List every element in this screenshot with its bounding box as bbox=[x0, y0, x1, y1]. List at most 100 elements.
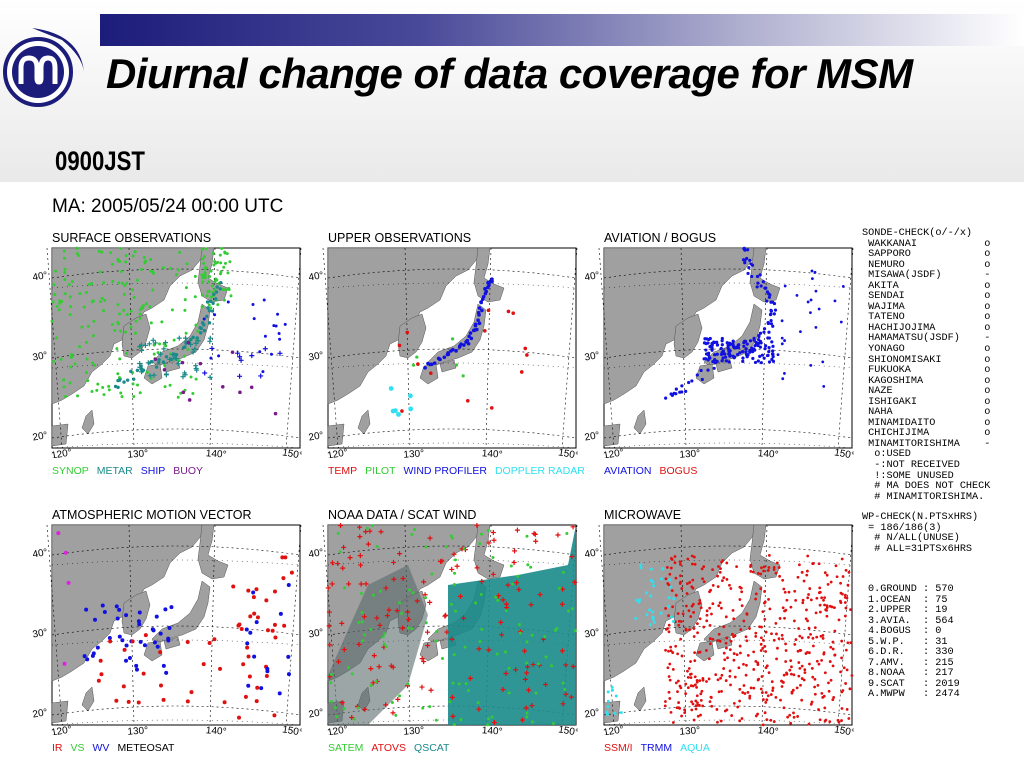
data-mark bbox=[361, 614, 367, 620]
data-mark bbox=[705, 609, 709, 613]
data-mark bbox=[799, 683, 802, 687]
longitude-label: 120° bbox=[50, 447, 72, 458]
data-mark bbox=[282, 623, 287, 628]
data-mark bbox=[746, 690, 750, 694]
data-mark bbox=[336, 659, 342, 665]
data-mark bbox=[705, 680, 708, 683]
data-mark bbox=[390, 408, 396, 414]
data-mark bbox=[526, 687, 532, 693]
data-mark bbox=[442, 613, 448, 619]
data-mark bbox=[765, 290, 770, 294]
data-mark bbox=[756, 678, 760, 682]
data-mark bbox=[740, 604, 744, 608]
data-mark bbox=[202, 261, 206, 265]
panel-title-aviation: AVIATION / BOGUS bbox=[604, 231, 717, 245]
data-mark bbox=[563, 662, 569, 668]
data-mark bbox=[782, 587, 786, 591]
data-mark bbox=[116, 259, 120, 263]
data-mark bbox=[728, 675, 732, 678]
data-mark bbox=[788, 668, 792, 672]
data-mark bbox=[676, 612, 680, 615]
data-mark bbox=[125, 281, 129, 285]
data-mark bbox=[669, 566, 673, 570]
data-mark bbox=[679, 563, 682, 566]
data-mark bbox=[569, 554, 575, 560]
data-mark bbox=[767, 330, 771, 334]
data-mark bbox=[444, 545, 448, 549]
land-shape bbox=[473, 524, 505, 580]
data-mark bbox=[220, 384, 225, 389]
data-mark bbox=[829, 678, 833, 682]
data-mark bbox=[840, 639, 844, 643]
data-mark bbox=[728, 583, 731, 587]
data-mark bbox=[178, 250, 182, 254]
data-mark bbox=[238, 357, 244, 363]
data-mark bbox=[739, 628, 743, 631]
sonde-check-header: SONDE-CHECK(o/-/x) bbox=[862, 228, 973, 239]
data-mark bbox=[529, 565, 533, 569]
count-row: 8.NOAA : 217 bbox=[868, 668, 954, 680]
data-mark bbox=[809, 298, 813, 302]
land-shape bbox=[143, 363, 163, 385]
data-mark bbox=[137, 610, 142, 615]
data-mark bbox=[329, 700, 333, 704]
data-mark bbox=[669, 710, 673, 714]
data-mark bbox=[760, 353, 765, 357]
data-mark bbox=[770, 632, 773, 636]
noaa-scat-map: 40°30°20°120° 130° 140° 150° bbox=[308, 523, 578, 735]
data-mark bbox=[787, 590, 791, 594]
data-mark bbox=[176, 395, 180, 399]
data-mark bbox=[214, 297, 218, 301]
data-mark bbox=[54, 269, 58, 273]
data-mark bbox=[751, 570, 755, 574]
data-mark bbox=[161, 663, 166, 668]
data-mark bbox=[606, 699, 610, 703]
data-mark bbox=[807, 593, 810, 596]
longitude-label: 120° bbox=[602, 724, 624, 735]
data-mark bbox=[222, 700, 227, 705]
data-mark bbox=[752, 650, 756, 654]
data-mark bbox=[190, 349, 196, 355]
data-mark bbox=[327, 642, 333, 648]
data-mark bbox=[805, 573, 809, 577]
longitude-label: 140° bbox=[757, 448, 778, 458]
data-mark bbox=[427, 599, 433, 605]
data-mark bbox=[386, 607, 392, 613]
data-mark bbox=[272, 589, 277, 594]
data-mark bbox=[264, 598, 269, 603]
data-mark bbox=[766, 321, 770, 326]
wp-check-line: = 186/186(3) bbox=[862, 522, 942, 534]
legend-item: BOGUS bbox=[659, 465, 698, 477]
data-mark bbox=[274, 324, 278, 328]
data-mark bbox=[82, 305, 86, 309]
data-mark bbox=[132, 394, 136, 398]
data-mark bbox=[687, 609, 691, 613]
data-mark bbox=[137, 364, 143, 370]
data-mark bbox=[755, 285, 759, 289]
data-mark bbox=[784, 660, 788, 663]
data-mark bbox=[690, 554, 694, 558]
data-mark bbox=[459, 342, 463, 346]
data-mark bbox=[723, 352, 727, 356]
data-mark bbox=[771, 349, 775, 353]
data-mark bbox=[408, 393, 413, 399]
data-mark bbox=[258, 350, 262, 354]
data-mark bbox=[136, 700, 141, 705]
data-mark bbox=[189, 690, 194, 695]
data-mark bbox=[207, 280, 211, 284]
data-mark bbox=[766, 569, 770, 572]
data-mark bbox=[289, 570, 294, 575]
data-mark bbox=[419, 684, 425, 690]
data-mark bbox=[443, 612, 449, 618]
latitude-line bbox=[51, 268, 301, 279]
data-mark bbox=[815, 635, 819, 639]
data-mark bbox=[792, 619, 796, 623]
data-mark bbox=[186, 348, 190, 352]
latitude-line bbox=[327, 428, 577, 439]
data-mark bbox=[671, 651, 675, 654]
data-mark bbox=[820, 658, 823, 662]
data-mark bbox=[570, 663, 576, 669]
data-mark bbox=[118, 312, 122, 316]
data-mark bbox=[182, 345, 186, 350]
data-mark bbox=[772, 568, 776, 571]
